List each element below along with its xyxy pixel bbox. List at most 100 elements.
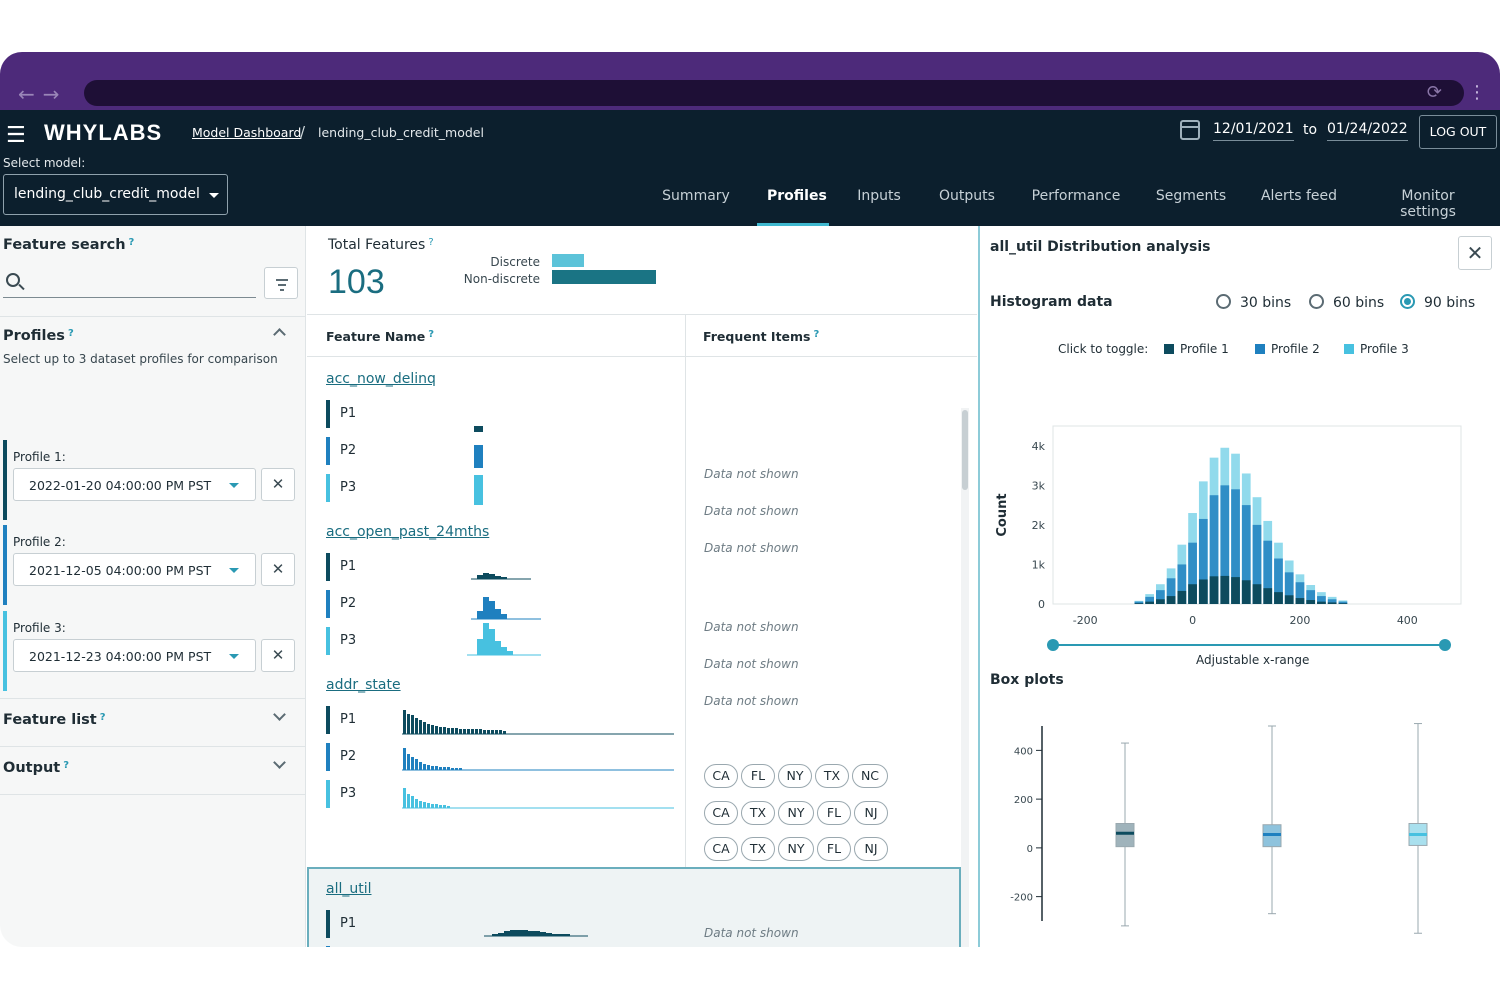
browser-menu-icon[interactable]: ⋮ <box>1468 82 1486 103</box>
features-table-panel: Total Features? 103 Discrete Non-discret… <box>307 226 977 947</box>
profile-3: Profile 3: 2021-12-23 04:00:00 PM PST ✕ <box>3 611 303 691</box>
chevron-up-icon[interactable] <box>273 328 286 341</box>
tab-profiles[interactable]: Profiles <box>757 188 829 226</box>
profile-row: P2 <box>326 946 686 947</box>
box-profile-2 <box>1262 725 1282 915</box>
profile-label: Profile 2: <box>13 535 66 549</box>
calendar-icon[interactable] <box>1180 120 1200 140</box>
profiles-subtitle: Select up to 3 dataset profiles for comp… <box>3 352 278 366</box>
profile-row-label: P3 <box>340 480 357 495</box>
x-range-max-handle[interactable] <box>1439 639 1451 651</box>
profile-color-bar <box>3 525 7 605</box>
histogram-bar <box>1156 590 1165 604</box>
profile-row-label: P1 <box>340 406 357 421</box>
back-forward-icon[interactable]: ←→ <box>18 82 68 106</box>
selected-row-highlight <box>307 867 961 947</box>
histogram-bar <box>1327 602 1337 604</box>
profiles-title: Profiles? <box>3 328 74 344</box>
profile-row: P2 <box>326 590 686 620</box>
profile-row: P1 <box>326 553 686 583</box>
histogram-bar <box>1209 495 1219 604</box>
frequent-item-chip: TX <box>741 801 775 825</box>
tab-performance[interactable]: Performance <box>1031 188 1121 204</box>
profile-label: Profile 1: <box>13 450 66 464</box>
date-to[interactable]: 01/24/2022 <box>1327 121 1408 141</box>
histogram-bar <box>1317 596 1326 604</box>
legend-discrete: Discrete <box>490 255 540 269</box>
feature-link-addr-state[interactable]: addr_state <box>326 677 401 693</box>
date-from[interactable]: 12/01/2021 <box>1213 121 1294 141</box>
scrollbar[interactable] <box>961 408 969 947</box>
help-icon[interactable]: ? <box>128 237 135 248</box>
profile-select-value: 2021-12-05 04:00:00 PM PST <box>29 563 212 578</box>
help-icon[interactable]: ? <box>428 329 435 340</box>
legend-profile-3[interactable]: Profile 3 <box>1344 342 1409 356</box>
help-icon[interactable]: ? <box>428 237 434 248</box>
divider <box>0 794 306 795</box>
filter-button[interactable] <box>264 267 298 299</box>
hamburger-menu-icon[interactable]: ☰ <box>6 123 26 148</box>
profile-row-label: P2 <box>340 443 357 458</box>
frequent-item-chip: NY <box>778 837 814 861</box>
help-icon[interactable]: ? <box>813 329 820 340</box>
breadcrumb-current: lending_club_credit_model <box>318 125 484 140</box>
non-discrete-bar <box>552 270 656 284</box>
tab-alerts-feed[interactable]: Alerts feed <box>1260 188 1338 204</box>
feature-list-title[interactable]: Feature list? <box>3 712 106 728</box>
radio-90-bins[interactable]: 90 bins <box>1400 294 1475 311</box>
profile-row: P1 <box>326 706 686 736</box>
chevron-down-icon[interactable] <box>273 708 286 721</box>
x-range-label: Adjustable x-range <box>1196 653 1310 667</box>
radio-30-bins[interactable]: 30 bins <box>1216 294 1291 311</box>
profile-select-value: 2021-12-23 04:00:00 PM PST <box>29 649 212 664</box>
profile-label: Profile 3: <box>13 621 66 635</box>
address-bar[interactable] <box>84 80 1464 106</box>
tab-inputs[interactable]: Inputs <box>857 188 901 204</box>
logo: WHYLABS <box>44 120 163 145</box>
scrollbar-thumb[interactable] <box>962 410 968 490</box>
click-to-toggle-label: Click to toggle: <box>1058 342 1149 356</box>
histogram-bar <box>1231 489 1240 604</box>
x-tick-label: -200 <box>1073 614 1098 627</box>
output-title[interactable]: Output? <box>3 760 70 776</box>
clear-profile-button[interactable]: ✕ <box>261 639 295 672</box>
tab-outputs[interactable]: Outputs <box>939 188 995 204</box>
histogram-bar <box>1166 578 1176 604</box>
breadcrumb-model-dashboard[interactable]: Model Dashboard <box>192 125 302 140</box>
reload-icon[interactable]: ⟳ <box>1426 82 1442 103</box>
radio-60-bins[interactable]: 60 bins <box>1309 294 1384 311</box>
help-icon[interactable]: ? <box>99 712 106 723</box>
y-tick-label: 3k <box>1032 479 1046 492</box>
close-icon[interactable]: ✕ <box>1458 236 1492 270</box>
chevron-down-icon <box>229 483 239 488</box>
chevron-down-icon[interactable] <box>273 756 286 769</box>
box-profile-3 <box>1408 723 1428 934</box>
help-icon[interactable]: ? <box>67 328 74 339</box>
feature-link-acc-now-delinq[interactable]: acc_now_delinq <box>326 371 436 387</box>
x-range-slider[interactable] <box>1053 644 1445 646</box>
feature-link-all-util[interactable]: all_util <box>326 881 372 897</box>
feature-search-input[interactable] <box>3 297 256 298</box>
histogram-bar <box>1177 564 1187 604</box>
model-select[interactable]: lending_club_credit_model <box>3 174 228 215</box>
legend-profile-2[interactable]: Profile 2 <box>1255 342 1320 356</box>
help-icon[interactable]: ? <box>63 760 70 771</box>
logout-button[interactable]: LOG OUT <box>1419 115 1497 149</box>
histogram-bar <box>1134 601 1144 604</box>
tab-monitor-settings[interactable]: Monitor settings <box>1400 188 1456 220</box>
x-range-min-handle[interactable] <box>1047 639 1059 651</box>
tab-summary[interactable]: Summary <box>662 188 730 204</box>
legend-profile-1[interactable]: Profile 1 <box>1164 342 1229 356</box>
histogram-bar <box>1241 580 1251 604</box>
clear-profile-button[interactable]: ✕ <box>261 468 295 501</box>
data-not-shown: Data not shown <box>704 694 799 708</box>
profile-select[interactable]: 2021-12-05 04:00:00 PM PST <box>13 553 256 586</box>
divider <box>0 698 306 699</box>
histogram-bar <box>1188 584 1197 604</box>
profile-select[interactable]: 2022-01-20 04:00:00 PM PST <box>13 468 256 501</box>
y-tick-label: 0 <box>1027 844 1033 855</box>
tab-segments[interactable]: Segments <box>1155 188 1227 204</box>
profile-select[interactable]: 2021-12-23 04:00:00 PM PST <box>13 639 256 672</box>
clear-profile-button[interactable]: ✕ <box>261 553 295 586</box>
feature-link-acc-open-past-24mths[interactable]: acc_open_past_24mths <box>326 524 490 540</box>
